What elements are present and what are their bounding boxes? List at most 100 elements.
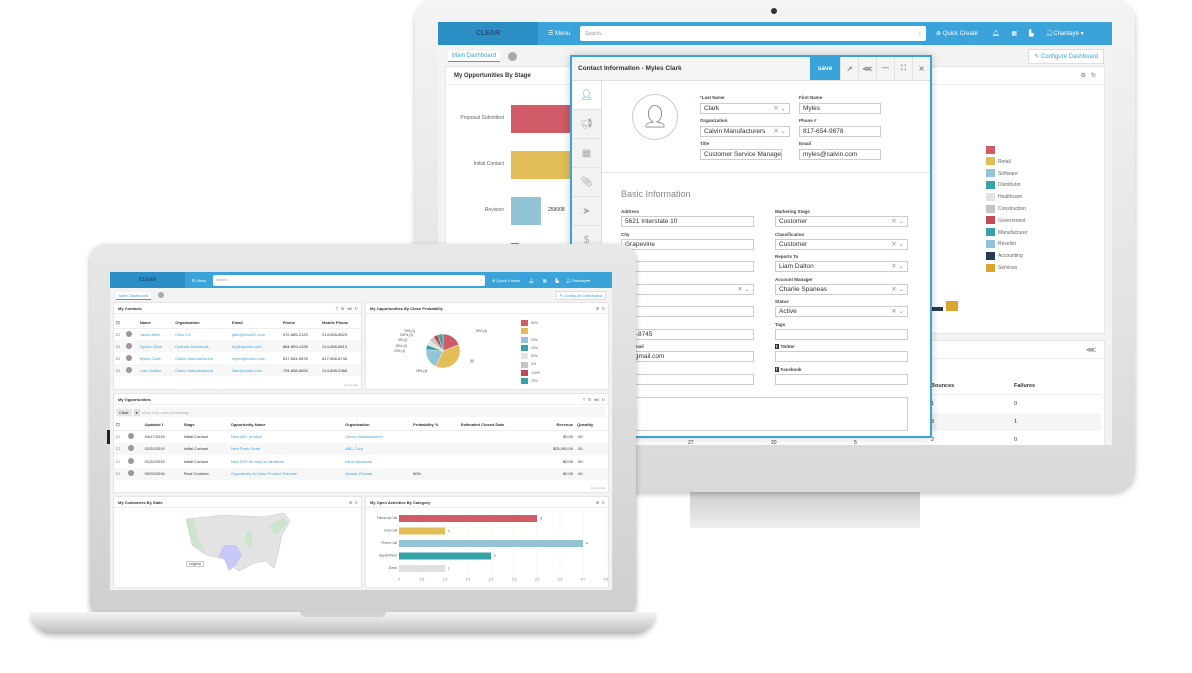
table-cell[interactable]: liam@calvin.com: [232, 367, 263, 373]
avatar[interactable]: 👤︎: [632, 94, 678, 140]
table-row[interactable]: ☐ Dyana Clark Dyana's Diamonds dy@dyclark.c…: [114, 340, 361, 352]
search-input[interactable]: Search... ⌕: [213, 274, 485, 286]
pie-slice[interactable]: [435, 344, 461, 369]
send-icon[interactable]: ➤: [572, 197, 601, 226]
field-input[interactable]: Grapevine: [621, 238, 754, 250]
row-checkbox[interactable]: ☐: [116, 434, 120, 439]
field-input[interactable]: [621, 261, 754, 272]
dropdown-caret-icon[interactable]: ▾: [133, 408, 140, 416]
row-checkbox[interactable]: ☐: [116, 343, 120, 349]
table-cell[interactable]: jake@clearc2.com: [232, 331, 265, 337]
row-checkbox[interactable]: ☐: [116, 471, 120, 477]
configure-dashboard-button[interactable]: ✎ Configure Dashboard: [555, 291, 606, 300]
chart-icon[interactable]: ▙: [1029, 31, 1034, 37]
row-checkbox[interactable]: ☐: [116, 331, 120, 337]
table-cell[interactable]: Ideal Vacations: [345, 458, 373, 464]
row-checkbox[interactable]: ☐: [116, 458, 120, 464]
table-cell[interactable]: Dyana Clark: [139, 343, 162, 349]
field-input[interactable]: 32✕ ⌄: [621, 283, 754, 295]
organization-field[interactable]: Calvin Manufacturers ✕ ⌄: [700, 126, 790, 137]
table-cell[interactable]: Arcade Rentals: [345, 471, 373, 477]
field-input[interactable]: Liam Dalton ✕ ⌄: [775, 261, 908, 272]
email-field[interactable]: myles@calvin.com: [799, 149, 881, 160]
field-input[interactable]: s@gmail.com: [621, 351, 754, 362]
field-input[interactable]: Customer ✕ ⌄: [775, 216, 908, 227]
collapse-handle[interactable]: [107, 430, 112, 444]
table-row[interactable]: ☐ 09/25/2018 Final Contract Opportunity for…: [114, 467, 608, 480]
select-all-checkbox[interactable]: ☐: [116, 421, 120, 427]
bell-icon[interactable]: 🔔︎: [528, 277, 534, 283]
bell-icon[interactable]: 🔔︎: [991, 31, 1000, 37]
panel-settings-icon[interactable]: ⚙ ↻: [1080, 73, 1096, 79]
panel-tools[interactable]: ⊤ ⚙ ⋘ ↻: [582, 396, 605, 402]
filter-input[interactable]: show only rows containing...: [141, 409, 192, 415]
table-cell[interactable]: Calvin Manufacturers: [175, 367, 214, 373]
minimize-icon[interactable]: —: [876, 57, 894, 80]
activity-bar[interactable]: [399, 565, 445, 572]
calendar-icon[interactable]: ▦: [542, 277, 547, 283]
column-header[interactable]: Opportunity Name: [230, 421, 266, 427]
field-input[interactable]: 568-8745: [621, 328, 754, 340]
table-cell[interactable]: Calvin Manufacturers: [175, 355, 214, 361]
first-name-field[interactable]: Myles: [799, 103, 881, 114]
panel-tools[interactable]: ⊤ ⚙ ⋘ ↻: [335, 305, 358, 311]
column-header[interactable]: Email: [232, 319, 243, 325]
quick-create-button[interactable]: ⊕ Quick Create: [936, 31, 978, 37]
megaphone-icon[interactable]: 📢︎: [572, 110, 601, 139]
paperclip-icon[interactable]: 📎︎: [572, 168, 601, 197]
field-input[interactable]: [621, 373, 754, 385]
search-input[interactable]: Search... ⌕: [580, 26, 926, 41]
row-checkbox[interactable]: ☐: [116, 446, 120, 452]
tab-main-dashboard[interactable]: Main Dashboard: [448, 51, 501, 62]
save-button[interactable]: save: [810, 57, 840, 80]
table-cell[interactable]: Calvin Manufacturers: [345, 434, 383, 439]
column-header[interactable]: Name: [139, 319, 151, 325]
share-icon[interactable]: ⋘: [1086, 346, 1096, 354]
activity-bar[interactable]: [399, 527, 445, 535]
column-header[interactable]: Estimated Closed Date: [460, 421, 505, 427]
menu-button[interactable]: ☰ Menu: [191, 277, 207, 283]
select-all-checkbox[interactable]: ☐: [116, 319, 120, 325]
table-cell[interactable]: Liam Dalton: [139, 367, 162, 373]
pie-slice[interactable]: [437, 333, 444, 352]
table-row[interactable]: ☐ Jacob Allen Clear C2 jake@clearc2.com 972-…: [114, 328, 361, 340]
table-row[interactable]: ☐ Myles Clark Calvin Manufacturers myles@ca…: [114, 352, 361, 364]
add-tab-icon[interactable]: [158, 292, 164, 298]
column-header[interactable]: Stage: [183, 421, 195, 427]
field-input[interactable]: [775, 351, 908, 362]
table-cell[interactable]: Opportunity for New Product Release: [230, 471, 297, 477]
field-input[interactable]: Customer ✕ ⌄: [775, 238, 908, 250]
field-input[interactable]: [775, 328, 908, 340]
column-header[interactable]: Phone: [282, 319, 296, 325]
row-checkbox[interactable]: ☐: [116, 355, 120, 361]
open-external-icon[interactable]: ↗: [840, 57, 858, 80]
clear-button[interactable]: Clear: [116, 408, 132, 416]
last-name-field[interactable]: Clark ✕ ⌄: [700, 103, 790, 114]
table-cell[interactable]: Myles Clark: [139, 355, 161, 361]
field-input[interactable]: Charlie Spaneas ✕ ⌄: [775, 283, 908, 295]
close-icon[interactable]: ✕: [912, 57, 930, 80]
column-header[interactable]: Probability %: [413, 421, 439, 427]
panel-tools[interactable]: ⚙ ↻: [595, 305, 605, 311]
table-cell[interactable]: New Parts Order: [230, 446, 261, 452]
table-cell[interactable]: Clear C2: [175, 331, 192, 337]
menu-button[interactable]: ☰ Menu: [547, 31, 571, 37]
activity-bar[interactable]: [399, 540, 583, 547]
title-field[interactable]: Customer Service Manager: [700, 149, 782, 160]
row-checkbox[interactable]: ☐: [116, 367, 120, 373]
add-tab-icon[interactable]: [508, 52, 517, 61]
table-cell[interactable]: myles@calvin.com: [232, 355, 266, 361]
table-cell[interactable]: New ABC product: [230, 434, 263, 439]
table-cell[interactable]: ABC Corp: [345, 446, 364, 452]
table-cell[interactable]: Jacob Allen: [139, 331, 161, 337]
field-input[interactable]: [775, 373, 908, 385]
tab-main-dashboard[interactable]: Main Dashboard: [116, 292, 152, 300]
panel-tools[interactable]: ⚙ ↻: [348, 499, 358, 505]
chart-icon[interactable]: ▙: [555, 277, 559, 283]
field-input[interactable]: [621, 306, 754, 317]
table-cell[interactable]: Dyana's Diamonds: [175, 343, 209, 349]
column-header[interactable]: Mobile Phone: [322, 319, 349, 325]
panel-tools[interactable]: ⚙ ↻: [595, 499, 605, 505]
field-input[interactable]: 5621 Interstate 10: [621, 216, 754, 227]
quick-create-button[interactable]: ⊕ Quick Create: [492, 277, 520, 283]
